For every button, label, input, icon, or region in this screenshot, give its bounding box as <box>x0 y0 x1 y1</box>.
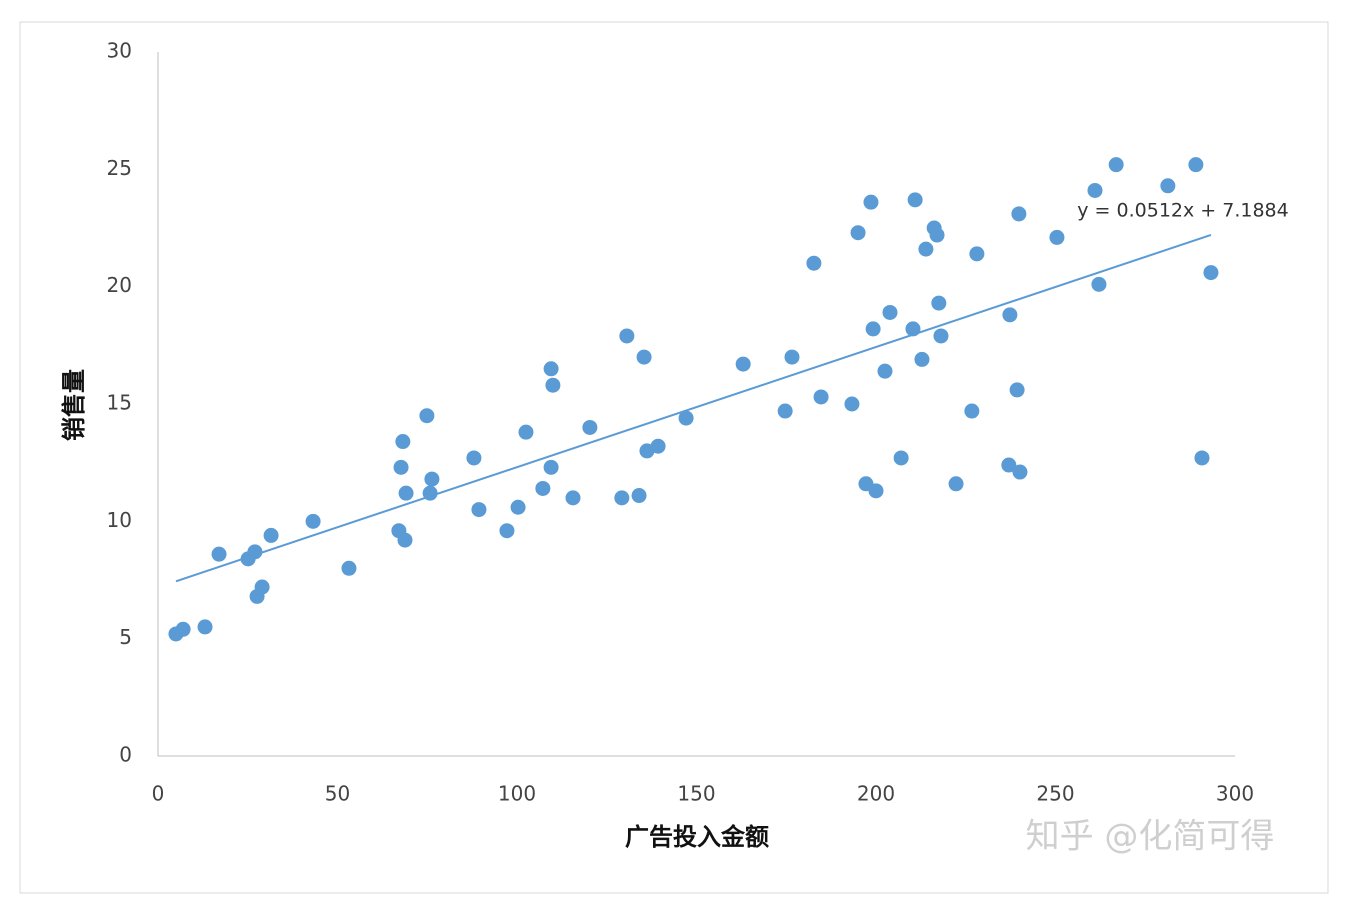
point <box>247 544 263 560</box>
point <box>882 304 898 320</box>
point <box>341 560 357 576</box>
x-tick-label: 300 <box>1216 782 1254 806</box>
point <box>175 621 191 637</box>
point <box>865 321 881 337</box>
point <box>863 194 879 210</box>
y-tick-label: 0 <box>119 743 132 767</box>
point <box>619 328 635 344</box>
point <box>907 192 923 208</box>
y-tick-label: 20 <box>107 273 132 297</box>
point <box>850 225 866 241</box>
point <box>1011 206 1027 222</box>
point <box>868 483 884 499</box>
point <box>1203 265 1219 281</box>
point <box>929 227 945 243</box>
point <box>650 438 666 454</box>
y-tick-label: 25 <box>107 156 132 180</box>
point <box>211 546 227 562</box>
point <box>1188 157 1204 173</box>
point <box>422 485 438 501</box>
point <box>777 403 793 419</box>
watermark: 知乎 @化简可得 <box>1026 817 1275 857</box>
point <box>395 434 411 450</box>
point <box>1001 457 1017 473</box>
point <box>398 485 414 501</box>
x-tick-label: 250 <box>1036 782 1074 806</box>
point <box>844 396 860 412</box>
point <box>1012 464 1028 480</box>
point <box>543 361 559 377</box>
point <box>419 408 435 424</box>
point <box>969 246 985 262</box>
x-tick-label: 100 <box>498 782 536 806</box>
point <box>806 255 822 271</box>
point <box>535 480 551 496</box>
y-tick-label: 5 <box>119 625 132 649</box>
point <box>545 377 561 393</box>
point <box>466 450 482 466</box>
chart-frame <box>19 21 1329 894</box>
point <box>1091 276 1107 292</box>
point <box>1108 157 1124 173</box>
point <box>614 490 630 506</box>
x-axis-title: 广告投入金额 <box>625 823 769 851</box>
y-tick-label: 15 <box>107 391 132 415</box>
trendline <box>175 233 1212 583</box>
point <box>393 459 409 475</box>
point <box>948 476 964 492</box>
point <box>510 499 526 515</box>
point <box>893 450 909 466</box>
point <box>305 513 321 529</box>
point <box>964 403 980 419</box>
point <box>1049 229 1065 245</box>
point <box>518 424 534 440</box>
point <box>877 363 893 379</box>
point <box>1160 178 1176 194</box>
point <box>543 459 559 475</box>
point <box>254 579 270 595</box>
y-tick-label: 10 <box>107 508 132 532</box>
point <box>735 356 751 372</box>
point <box>636 349 652 365</box>
point <box>565 490 581 506</box>
x-tick-label: 50 <box>325 782 350 806</box>
point <box>1009 382 1025 398</box>
point <box>678 410 694 426</box>
point <box>424 471 440 487</box>
point <box>933 328 949 344</box>
point <box>1194 450 1210 466</box>
x-tick-label: 200 <box>857 782 895 806</box>
y-axis-title: 销售量 <box>60 369 88 441</box>
y-tick-label: 30 <box>107 39 132 63</box>
point <box>471 502 487 518</box>
point <box>905 321 921 337</box>
point <box>918 241 934 257</box>
point <box>1002 307 1018 323</box>
point <box>784 349 800 365</box>
x-tick-label: 0 <box>152 782 165 806</box>
point <box>499 523 515 539</box>
trendline-label: y = 0.0512x + 7.1884 <box>1077 200 1288 222</box>
point <box>931 295 947 311</box>
point <box>914 351 930 367</box>
point <box>397 532 413 548</box>
point <box>813 389 829 405</box>
point <box>197 619 213 635</box>
x-tick-label: 150 <box>677 782 715 806</box>
point <box>263 527 279 543</box>
point <box>1087 182 1103 198</box>
point <box>582 419 598 435</box>
point <box>631 488 647 504</box>
